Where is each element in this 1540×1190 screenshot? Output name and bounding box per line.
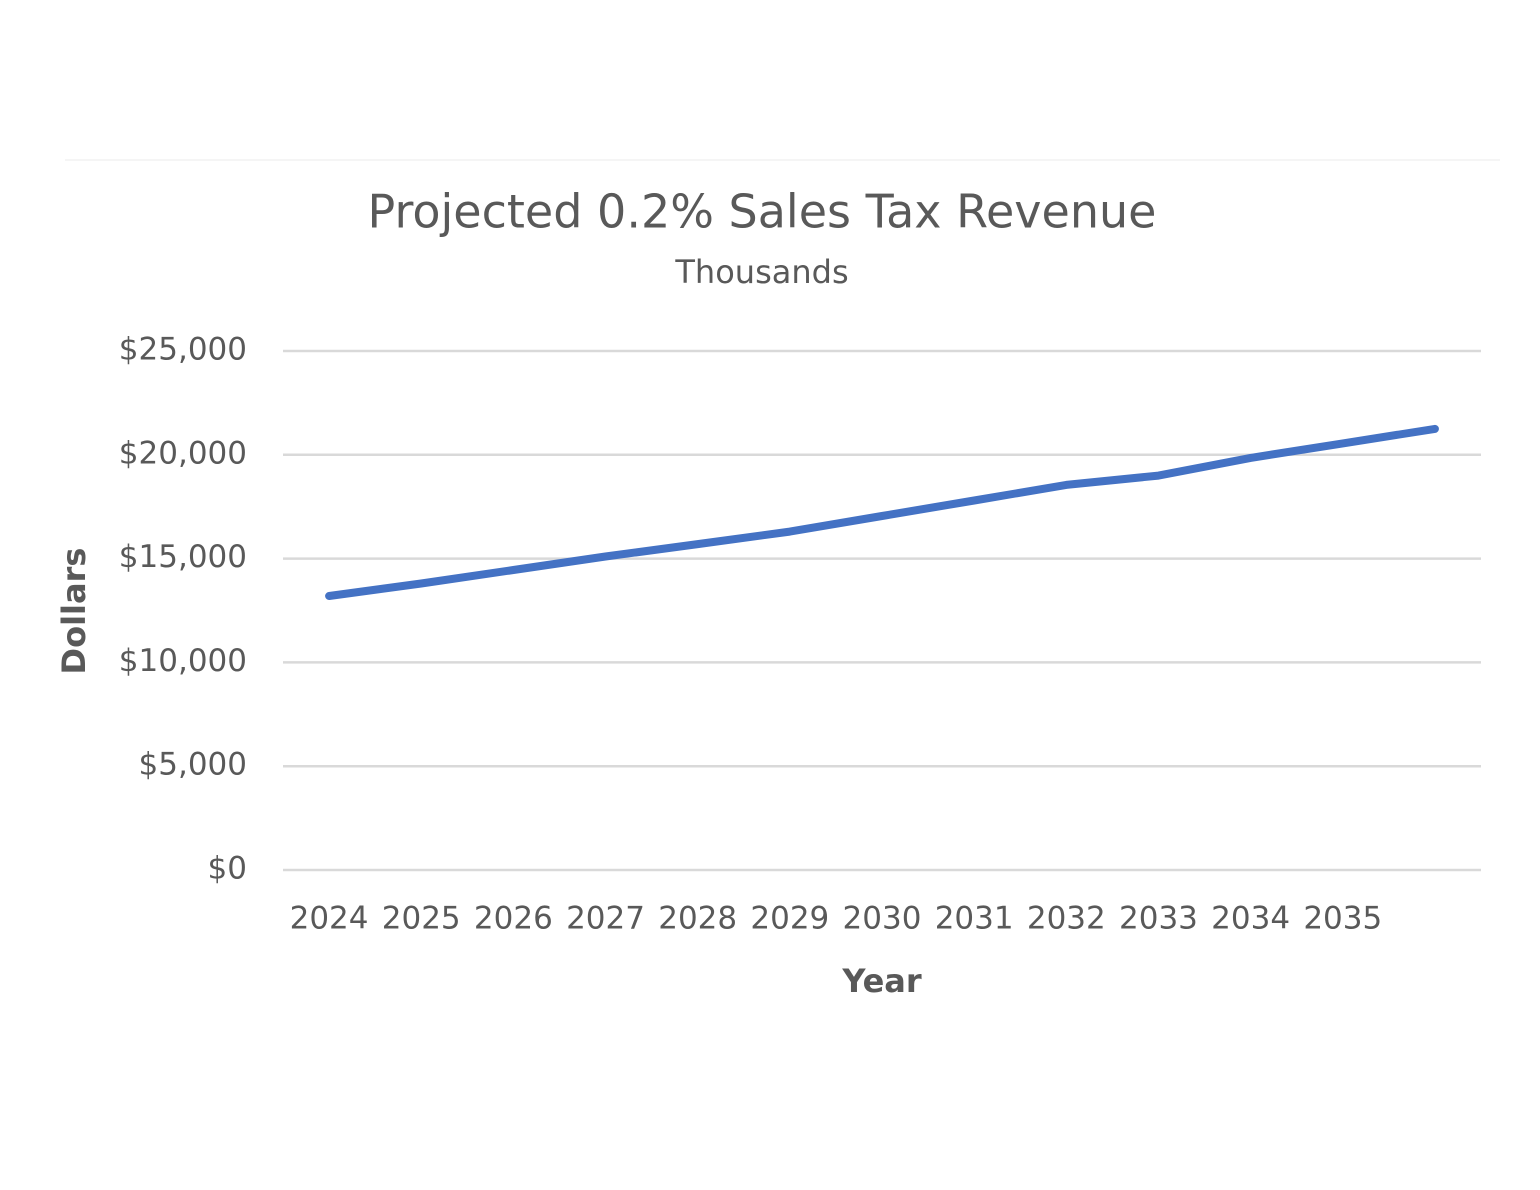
y-tick-label: $25,000 [119,332,247,368]
x-tick-label: 2034 [1211,901,1290,937]
x-tick-label: 2029 [750,901,829,937]
chart-title: Projected 0.2% Sales Tax Revenue [368,185,1157,239]
x-tick-label: 2026 [474,901,553,937]
y-tick-label: $10,000 [119,643,247,679]
x-tick-label: 2024 [290,901,369,937]
y-tick-label: $20,000 [119,435,247,471]
y-tick-label: $5,000 [139,747,247,783]
x-tick-label: 2030 [843,901,922,937]
x-tick-label: 2033 [1119,901,1198,937]
chart-subtitle: Thousands [674,253,848,291]
y-tick-label: $15,000 [119,539,247,575]
x-tick-label: 2035 [1303,901,1382,937]
data-line [325,424,1439,600]
x-tick-label: 2027 [566,901,645,937]
x-axis-label: Year [841,962,922,1000]
x-tick-label: 2032 [1027,901,1106,937]
x-tick-label: 2031 [935,901,1014,937]
y-axis-label: Dollars [55,548,93,675]
x-tick-label: 2028 [658,901,737,937]
y-tick-label: $0 [208,851,247,887]
x-tick-label: 2025 [382,901,461,937]
